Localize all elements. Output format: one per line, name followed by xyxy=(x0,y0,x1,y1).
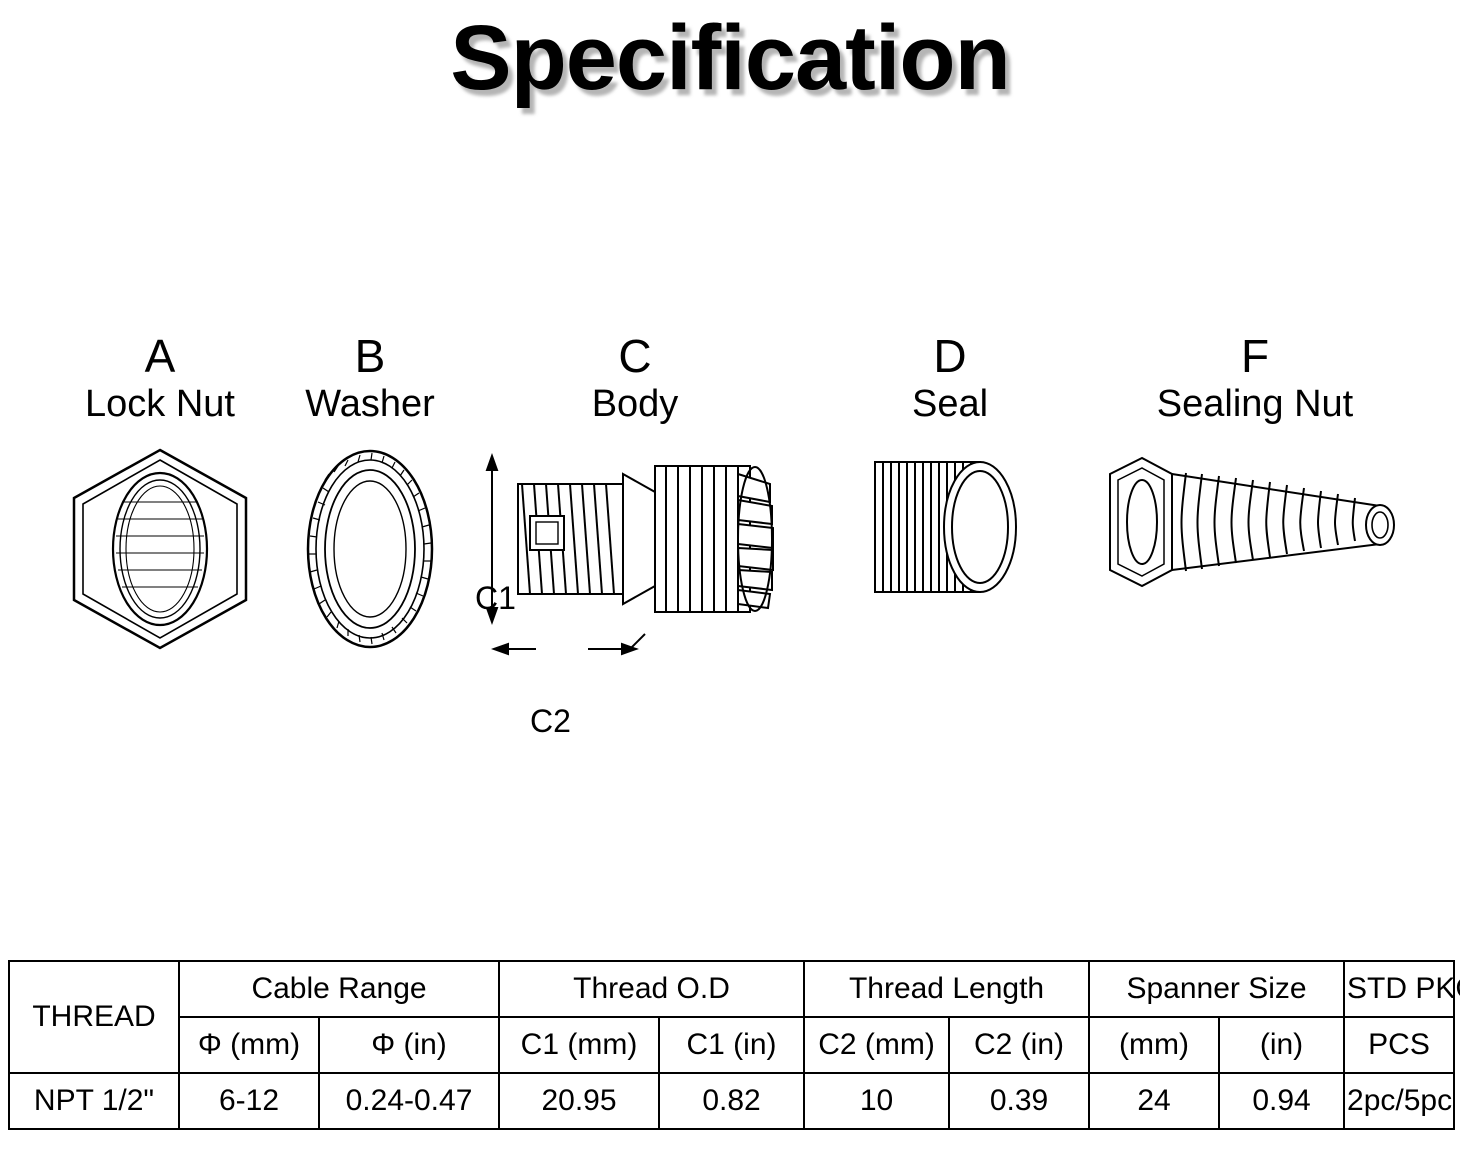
part-lock-nut: A Lock Nut xyxy=(30,330,290,654)
cell-c2-mm: 10 xyxy=(803,1072,951,1130)
dimension-label-c2: C2 xyxy=(530,703,571,739)
header-cable-range: Cable Range xyxy=(178,960,500,1018)
subheader-c2-mm: C2 (mm) xyxy=(803,1016,951,1074)
cell-cable-in: 0.24-0.47 xyxy=(318,1072,500,1130)
table-sub-header-row: Φ (mm) Φ (in) C1 (mm) C1 (in) C2 (mm) C2… xyxy=(9,1016,1456,1074)
hex-lock-nut-icon xyxy=(30,444,290,654)
part-label: Lock Nut xyxy=(85,383,235,425)
part-label: Sealing Nut xyxy=(1156,383,1354,425)
subheader-c1-in: C1 (in) xyxy=(657,1016,806,1074)
dimension-label-c1: C1 xyxy=(475,580,516,616)
part-letter: D xyxy=(933,330,967,382)
part-sealing-nut: F Sealing Nut xyxy=(1060,330,1450,624)
part-letter: C xyxy=(618,330,652,382)
part-label: Washer xyxy=(305,383,435,425)
part-label: Seal xyxy=(911,383,989,425)
washer-ring-icon xyxy=(250,444,490,654)
sealing-nut-icon xyxy=(1060,444,1450,624)
table-group-header-row: THREAD Cable Range Thread O.D Thread Len… xyxy=(8,960,1460,1074)
cell-thread: NPT 1/2" xyxy=(8,1072,180,1130)
header-thread-od: Thread O.D xyxy=(497,960,806,1018)
cell-c1-in: 0.82 xyxy=(657,1072,806,1130)
header-spanner-size: Spanner Size xyxy=(1088,960,1346,1018)
subheader-c1-mm: C1 (mm) xyxy=(498,1016,660,1074)
seal-sleeve-icon xyxy=(840,444,1060,614)
part-body: C Body xyxy=(455,330,815,674)
subheader-c2-in: C2 (in) xyxy=(948,1016,1091,1074)
part-washer: B Washer xyxy=(250,330,490,654)
cell-pcs: 2pc/5pc xyxy=(1343,1072,1456,1130)
subheader-pcs: PCS xyxy=(1343,1016,1456,1074)
subheader-cable-in: Φ (in) xyxy=(318,1016,500,1074)
header-thread: THREAD xyxy=(8,960,180,1074)
part-seal: D Seal xyxy=(840,330,1060,614)
cell-c1-mm: 20.95 xyxy=(498,1072,660,1130)
cell-spanner-mm: 24 xyxy=(1088,1072,1221,1130)
table-row: NPT 1/2" 6-12 0.24-0.47 20.95 0.82 10 0.… xyxy=(8,1072,1456,1130)
specification-table: THREAD Cable Range Thread O.D Thread Len… xyxy=(8,960,1460,1130)
page-title: Specification xyxy=(450,7,1011,109)
header-thread-length: Thread Length xyxy=(803,960,1091,1018)
subheader-spanner-in: (in) xyxy=(1218,1016,1346,1074)
subheader-spanner-mm: (mm) xyxy=(1088,1016,1221,1074)
cell-cable-mm: 6-12 xyxy=(178,1072,320,1130)
subheader-cable-mm: Φ (mm) xyxy=(178,1016,320,1074)
threaded-body-icon xyxy=(455,444,815,674)
cell-c2-in: 0.39 xyxy=(948,1072,1091,1130)
parts-diagram: A Lock Nut B Washer xyxy=(0,330,1460,760)
cell-spanner-in: 0.94 xyxy=(1218,1072,1346,1130)
part-letter: B xyxy=(354,330,386,382)
part-letter: F xyxy=(1240,330,1270,382)
header-std-pkg: STD PKG xyxy=(1343,960,1460,1018)
part-letter: A xyxy=(144,330,176,382)
part-label: Body xyxy=(591,383,679,425)
